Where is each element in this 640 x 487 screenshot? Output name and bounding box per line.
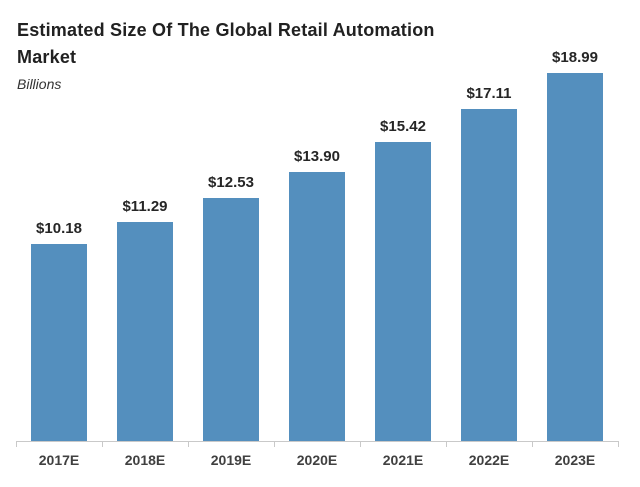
x-axis-tick <box>188 441 189 447</box>
value-label-2023E: $18.99 <box>552 49 598 66</box>
value-label-2022E: $17.11 <box>466 85 512 102</box>
bar-2023E <box>547 73 603 441</box>
category-label-2021E: 2021E <box>382 452 424 468</box>
x-axis-line <box>16 441 619 442</box>
x-axis-tick <box>446 441 447 447</box>
category-label-2022E: 2022E <box>468 452 510 468</box>
chart-title-line2: Market <box>17 47 77 67</box>
category-label-2018E: 2018E <box>124 452 166 468</box>
value-label-2021E: $15.42 <box>380 118 426 135</box>
chart-title-line1: Estimated Size Of The Global Retail Auto… <box>17 20 435 40</box>
bar-2022E <box>461 109 517 441</box>
x-axis-tick <box>16 441 17 447</box>
bar-2020E <box>289 172 345 441</box>
x-axis-tick <box>618 441 619 447</box>
x-axis-tick <box>532 441 533 447</box>
value-label-2019E: $12.53 <box>208 174 254 191</box>
chart-subtitle: Billions <box>17 76 62 92</box>
chart-title: Estimated Size Of The Global Retail Auto… <box>17 17 435 71</box>
x-axis-tick <box>102 441 103 447</box>
bar-2019E <box>203 198 259 441</box>
bar-2021E <box>375 142 431 441</box>
value-label-2017E: $10.18 <box>36 220 82 237</box>
value-label-2020E: $13.90 <box>294 148 340 165</box>
bar-2017E <box>31 244 87 441</box>
x-axis-tick <box>360 441 361 447</box>
bar-2018E <box>117 222 173 441</box>
x-axis-tick <box>274 441 275 447</box>
category-label-2017E: 2017E <box>38 452 80 468</box>
category-label-2023E: 2023E <box>554 452 596 468</box>
value-label-2018E: $11.29 <box>122 198 168 215</box>
category-label-2020E: 2020E <box>296 452 338 468</box>
category-label-2019E: 2019E <box>210 452 252 468</box>
